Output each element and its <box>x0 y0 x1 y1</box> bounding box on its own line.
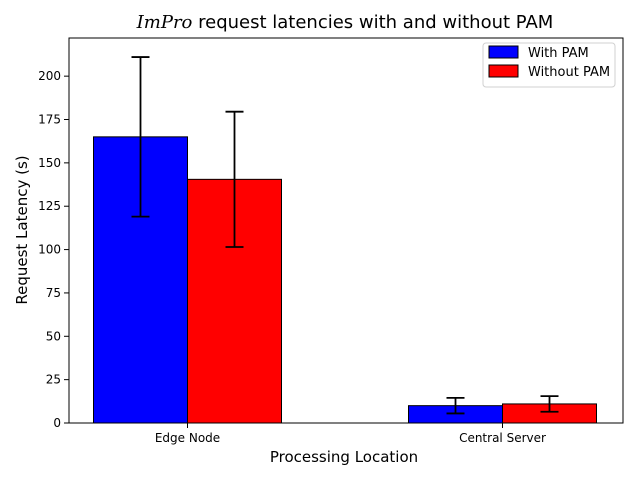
y-tick-label: 150 <box>38 156 61 170</box>
y-tick-label: 75 <box>46 286 61 300</box>
plot-area: 0 25 50 75 100 125 150 175 200 Edge Node Central S… <box>38 37 624 445</box>
y-tick-label: 200 <box>38 69 61 83</box>
x-tick-label: Central Server <box>459 431 546 445</box>
chart-title: ImPro request latencies with and without… <box>136 12 554 33</box>
legend-without-pam-swatch <box>488 64 519 78</box>
y-tick-label: 25 <box>46 373 61 387</box>
legend-with-pam-swatch <box>488 45 519 59</box>
y-tick-label: 175 <box>38 113 61 127</box>
legend: With PAM Without PAM <box>482 42 616 88</box>
y-tick-label: 125 <box>38 199 61 213</box>
y-tick-label: 0 <box>53 416 61 430</box>
plot-frame <box>68 37 624 424</box>
legend-with-pam-label: With PAM <box>528 46 589 61</box>
x-tick-label: Edge Node <box>155 431 220 445</box>
y-tick-label: 50 <box>46 329 61 343</box>
legend-without-pam-label: Without PAM <box>528 65 610 80</box>
x-axis-label: Processing Location <box>270 448 418 466</box>
y-tick-label: 100 <box>38 243 61 257</box>
y-axis-label: Request Latency (s) <box>13 155 31 304</box>
